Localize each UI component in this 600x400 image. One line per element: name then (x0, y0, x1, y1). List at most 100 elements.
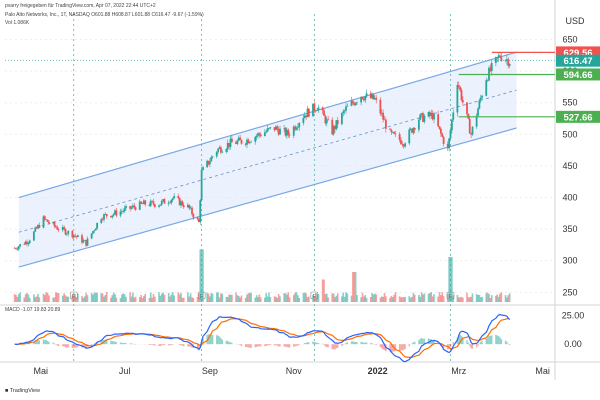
candle-body (460, 90, 463, 101)
macd-hist-bar (56, 344, 58, 346)
volume-bar (294, 292, 296, 302)
candle-body (266, 128, 269, 132)
macd-hist-bar (477, 344, 479, 346)
candle-body (325, 119, 328, 124)
volume-bar (188, 296, 191, 302)
volume-bar (297, 295, 299, 302)
volume-bar (375, 294, 378, 302)
macd-hist-bar (227, 340, 229, 345)
candle-body (504, 60, 507, 61)
candle-body (321, 107, 324, 111)
volume-bar (103, 296, 105, 302)
candle-body (52, 222, 55, 224)
candle-body (446, 143, 449, 149)
volume-bar (55, 292, 57, 302)
volume-bar (72, 292, 75, 302)
volume-bar (138, 297, 141, 302)
macd-hist-bar (283, 344, 285, 347)
candle-body (450, 119, 453, 131)
macd-hist-bar (198, 344, 200, 349)
candle-body (497, 55, 500, 58)
candle-body (470, 133, 473, 135)
candle-body (46, 219, 49, 223)
macd-hist-bar (181, 344, 184, 346)
volume-bar (239, 297, 241, 302)
candle-body (283, 127, 286, 129)
x-tick-label: Jul (119, 366, 131, 376)
volume-bar (111, 295, 114, 302)
volume-bar (61, 295, 64, 302)
volume-bar (71, 295, 74, 302)
macd-hist-bar (210, 334, 212, 345)
volume-bar (308, 296, 310, 302)
candle-body (486, 80, 489, 81)
macd-hist-bar (403, 344, 405, 350)
candle-body (141, 203, 144, 205)
volume-bar (462, 297, 464, 302)
macd-hist-bar (148, 344, 151, 346)
candle-body (90, 233, 93, 239)
macd-hist-bar (258, 344, 261, 347)
candle-body (420, 113, 423, 115)
macd-hist-bar (216, 335, 218, 345)
candle-body (389, 128, 391, 130)
candle-body (433, 114, 435, 120)
volume-bar (211, 293, 214, 302)
macd-hist-bar (100, 340, 102, 345)
volume-bar (279, 296, 281, 302)
volume-bar (177, 292, 180, 302)
publisher-line: pvarry freigegeben für TradingView.com, … (5, 3, 156, 9)
macd-hist-bar (334, 344, 336, 350)
volume-bar (303, 292, 306, 302)
volume-bar (341, 296, 343, 302)
volume-bar (314, 292, 317, 302)
macd-hist-bar (37, 340, 39, 345)
candle-body (312, 103, 314, 117)
macd-hist-bar (90, 344, 93, 346)
volume-bar (374, 293, 376, 302)
volume-bar (379, 297, 382, 302)
candle-body (292, 126, 295, 136)
volume-bar (459, 297, 461, 302)
volume-bar (284, 293, 287, 302)
volume-bar (471, 293, 474, 302)
candle-body (186, 204, 189, 208)
volume-bar (115, 297, 118, 302)
volume-bar (306, 297, 309, 302)
candle-body (75, 236, 78, 238)
macd-hist-bar (364, 342, 366, 345)
candle-body (284, 127, 287, 136)
volume-bar (325, 293, 328, 302)
macd-hist-bar (38, 340, 41, 345)
volume-bar (240, 295, 243, 302)
price-label-text: 527.66 (563, 112, 592, 123)
macd-hist-bar (442, 344, 445, 349)
volume-bar (408, 296, 411, 302)
macd-hist-bar (471, 344, 474, 349)
volume-bar (317, 294, 320, 302)
candle-body (202, 167, 204, 171)
volume-bar (38, 297, 41, 302)
candle-body (250, 141, 253, 143)
candle-body (218, 147, 221, 149)
candle-body (400, 139, 402, 145)
macd-hist-bar (115, 342, 118, 345)
macd-hist-bar (279, 344, 281, 347)
volume-bar (427, 293, 430, 302)
macd-hist-bar (506, 341, 508, 345)
volume-bar (17, 294, 20, 302)
candle-body (380, 112, 383, 114)
candle-body (471, 126, 474, 135)
macd-hist-bar (250, 344, 252, 348)
candle-body (239, 137, 242, 140)
macd-hist-bar (488, 336, 490, 345)
candle-body (287, 129, 290, 136)
candle-body (120, 211, 123, 212)
macd-hist-bar (257, 344, 259, 347)
candle-body (182, 205, 185, 208)
macd-hist-bar (63, 344, 65, 347)
candle-body (32, 231, 35, 241)
candle-body (361, 96, 364, 99)
volume-bar (283, 293, 285, 302)
volume-bar (394, 292, 397, 302)
